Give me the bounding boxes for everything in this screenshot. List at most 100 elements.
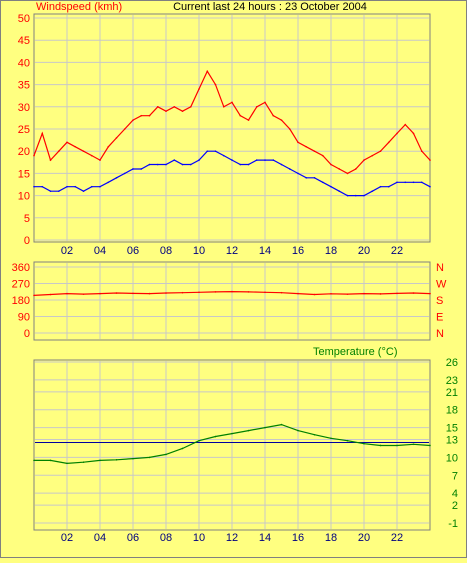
gust-line-point xyxy=(99,159,101,161)
gust-line-point xyxy=(189,106,192,108)
avg-line-point xyxy=(338,190,341,192)
gust-line-point xyxy=(313,150,316,152)
temperature-line-point xyxy=(99,459,101,462)
temperature-line-point xyxy=(297,429,299,432)
gust-line-point xyxy=(272,114,275,117)
y-tick-label: 26 xyxy=(446,357,458,369)
gust-line-point xyxy=(231,101,233,104)
avg-line-point xyxy=(363,194,365,197)
x-tick-label: 02 xyxy=(61,532,73,544)
avg-line-point xyxy=(82,190,85,192)
avg-line-point xyxy=(379,185,382,188)
x-tick-label: 08 xyxy=(160,245,172,257)
avg-line-point xyxy=(313,177,316,179)
direction-line-point xyxy=(33,294,35,297)
avg-line-point xyxy=(49,190,52,192)
avg-line-point xyxy=(247,163,250,166)
direction-line-point xyxy=(247,291,250,293)
dir-y-ticks: 0 90 180 270 360 xyxy=(12,262,30,340)
gust-line-point xyxy=(123,128,126,130)
gust-line-point xyxy=(288,128,291,130)
gust-line-point xyxy=(321,154,324,157)
avg-line-point xyxy=(354,194,357,197)
gust-line-point xyxy=(66,141,68,144)
temperature-line-point xyxy=(264,426,266,429)
avg-line-point xyxy=(148,163,151,166)
gust-line-point xyxy=(363,159,365,161)
avg-line-point xyxy=(222,154,225,157)
avg-line-point xyxy=(387,185,390,188)
gust-line-point xyxy=(338,168,341,170)
direction-line-point xyxy=(363,292,365,295)
temperature-line-point xyxy=(33,459,35,462)
gust-line-point xyxy=(140,114,143,117)
gust-line-point xyxy=(264,101,266,104)
y-tick-label: -1 xyxy=(448,518,458,530)
y-tick-label: 4 xyxy=(452,488,458,500)
temperature-line-point xyxy=(198,439,200,442)
gust-line-point xyxy=(305,145,308,148)
avg-line-point xyxy=(181,163,184,166)
x-tick-label: 20 xyxy=(358,532,370,544)
avg-line-point xyxy=(173,159,176,161)
gust-line-point xyxy=(165,110,167,113)
x-tick-label: 06 xyxy=(127,245,139,257)
gust-line-point xyxy=(173,106,176,108)
y-tick-label: 13 xyxy=(446,435,458,447)
direction-line-point xyxy=(49,293,52,296)
x-tick-label: 02 xyxy=(61,245,73,257)
temp-title: Temperature (°C) xyxy=(313,346,397,358)
avg-line-point xyxy=(33,185,35,188)
wind-x-ticks: 02 04 06 08 10 12 14 16 18 20 22 xyxy=(61,245,403,257)
direction-line-point xyxy=(148,292,151,295)
gust-line-point xyxy=(396,132,398,135)
gust-line-point xyxy=(379,150,382,152)
x-tick-label: 18 xyxy=(325,532,337,544)
avg-line-point xyxy=(297,172,299,175)
y-tick-label: 15 xyxy=(18,168,30,180)
y-tick-label: 18 xyxy=(446,405,458,417)
x-tick-label: 04 xyxy=(94,532,106,544)
y-tick-label: 5 xyxy=(24,213,30,225)
gust-line-point xyxy=(420,150,423,152)
wind-title: Current last 24 hours : 23 October 2004 xyxy=(173,1,367,13)
temperature-line-point xyxy=(148,456,151,459)
gust-line-point xyxy=(255,106,258,108)
temperature-line-point xyxy=(330,437,332,440)
wind-y-ticks: 0 5 10 15 20 25 30 35 40 45 50 xyxy=(18,13,30,247)
avg-line-point xyxy=(214,150,217,152)
x-tick-label: 12 xyxy=(226,245,238,257)
compass-label: E xyxy=(436,312,443,324)
gust-line-point xyxy=(82,150,85,152)
avg-line-point xyxy=(264,159,266,161)
gust-line-point xyxy=(107,145,110,148)
avg-line-point xyxy=(231,159,233,161)
gust-line-point xyxy=(404,123,407,126)
compass-label: S xyxy=(436,295,443,307)
temp-grid xyxy=(35,361,429,529)
gust-line-point xyxy=(330,163,332,166)
temperature-line-point xyxy=(247,429,250,432)
gust-line-point xyxy=(206,70,209,73)
avg-line-point xyxy=(330,185,332,188)
x-tick-label: 16 xyxy=(292,245,304,257)
avg-line-point xyxy=(346,194,349,197)
x-tick-label: 22 xyxy=(391,245,403,257)
avg-line-point xyxy=(272,159,275,161)
direction-line-point xyxy=(198,291,200,294)
y-tick-label: 0 xyxy=(24,328,30,340)
avg-line-point xyxy=(321,181,324,184)
avg-line-point xyxy=(198,159,200,161)
direction-line-point xyxy=(264,291,266,294)
x-tick-label: 10 xyxy=(193,245,205,257)
wind-series xyxy=(33,70,431,197)
y-tick-label: 21 xyxy=(446,387,458,399)
direction-line-point xyxy=(280,291,283,294)
avg-line-point xyxy=(288,168,291,170)
dir-plot-area xyxy=(33,261,431,341)
y-tick-label: 50 xyxy=(18,13,30,25)
